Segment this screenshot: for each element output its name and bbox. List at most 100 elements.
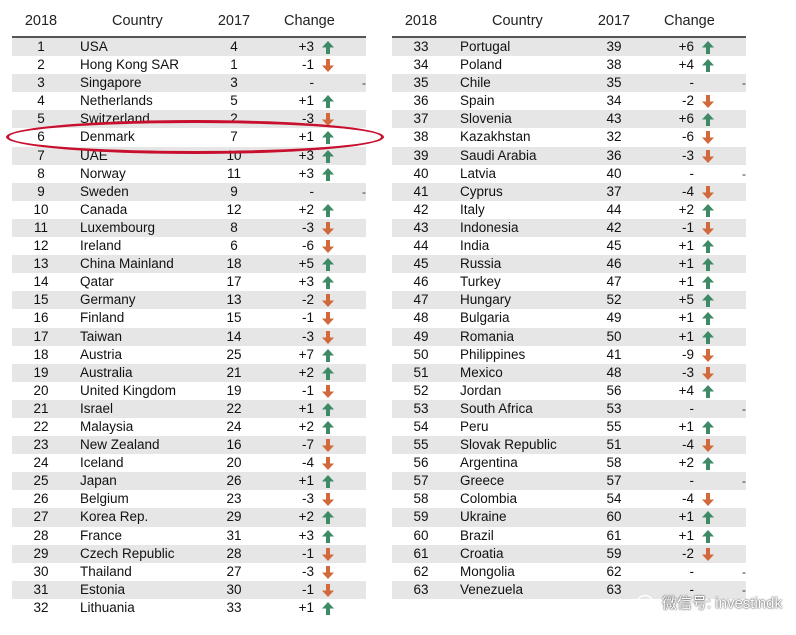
table-row: 52 Jordan 56 +4: [392, 382, 746, 400]
country-name: Slovak Republic: [460, 437, 557, 453]
country-name: Iceland: [80, 455, 124, 471]
dash-icon: -: [362, 76, 366, 91]
rank-2017: 59: [606, 545, 622, 561]
table-row: 53 South Africa 53 - -: [392, 399, 746, 418]
rank-2017: 8: [230, 219, 238, 235]
table-row: 15 Germany 13 -2: [12, 291, 366, 310]
rank-change: +2: [678, 201, 694, 217]
rank-2017: 52: [606, 292, 622, 308]
rank-2018: 28: [33, 527, 49, 543]
rank-2017: 55: [606, 418, 622, 434]
rank-change: -1: [301, 545, 314, 561]
table-row: 13 China Mainland 18 +5: [12, 255, 366, 274]
dash-icon: -: [742, 166, 746, 181]
rank-change: +2: [298, 418, 314, 434]
country-name: Turkey: [460, 274, 501, 290]
rank-change: +3: [298, 147, 314, 163]
arrow-down-icon: [320, 239, 338, 254]
wechat-icon: [637, 594, 657, 611]
country-name: Mexico: [460, 364, 503, 380]
rank-2017: 28: [226, 545, 242, 561]
rank-change: -2: [681, 93, 694, 109]
rank-2018: 58: [413, 491, 429, 507]
rank-2017: 33: [226, 599, 242, 615]
header-change: Change: [284, 13, 335, 29]
rank-2018: 7: [37, 147, 45, 163]
table-row: 8 Norway 11 +3: [12, 165, 366, 183]
rank-2018: 35: [413, 75, 429, 91]
arrow-up-icon: [320, 149, 338, 164]
rank-2017: 46: [606, 256, 622, 272]
rank-2018: 49: [413, 328, 429, 344]
rank-change: -1: [681, 219, 694, 235]
ranking-table-right: 2018 Country 2017 Change 33 Portugal 39 +6 3…: [392, 10, 746, 599]
rank-2018: 19: [33, 364, 49, 380]
rank-2018: 36: [413, 93, 429, 109]
rank-change: +1: [678, 274, 694, 290]
arrow-down-icon: [700, 547, 718, 562]
rank-2017: 24: [226, 418, 242, 434]
country-name: Thailand: [80, 563, 132, 579]
country-name: Singapore: [80, 75, 142, 91]
arrow-up-icon: [700, 58, 718, 73]
rank-2017: 60: [606, 509, 622, 525]
rank-2017: 50: [606, 328, 622, 344]
rank-2018: 51: [413, 364, 429, 380]
rank-2018: 16: [33, 310, 49, 326]
rank-2018: 37: [413, 111, 429, 127]
rank-2018: 23: [33, 437, 49, 453]
rank-2018: 61: [413, 545, 429, 561]
rank-change: +1: [678, 256, 694, 272]
rank-2018: 55: [413, 437, 429, 453]
rank-2018: 3: [37, 75, 45, 91]
arrow-up-icon: [700, 330, 718, 345]
country-name: Hong Kong SAR: [80, 57, 180, 73]
rank-2017: 62: [606, 563, 622, 579]
country-name: USA: [80, 39, 108, 54]
arrow-up-icon: [700, 112, 718, 127]
arrow-up-icon: [700, 203, 718, 218]
table-row: 61 Croatia 59 -2: [392, 544, 746, 563]
arrow-up-icon: [320, 366, 338, 381]
country-name: Finland: [80, 310, 125, 326]
table-row: 24 Iceland 20 -4: [12, 454, 366, 472]
rank-2018: 53: [413, 400, 429, 416]
rank-2017: 11: [226, 165, 241, 181]
arrow-down-icon: [700, 438, 718, 453]
rank-2017: 17: [226, 274, 242, 290]
table-row: 41 Cyprus 37 -4: [392, 182, 746, 201]
table-row: 56 Argentina 58 +2: [392, 454, 746, 472]
arrow-down-icon: [320, 583, 338, 598]
rank-2017: 15: [226, 310, 242, 326]
rank-change: -: [309, 183, 315, 199]
rank-change: +2: [678, 455, 694, 471]
arrow-down-icon: [320, 438, 338, 453]
table-row: 57 Greece 57 - -: [392, 472, 746, 491]
rank-2018: 1: [37, 39, 45, 54]
country-name: Russia: [460, 256, 502, 272]
rank-change: +3: [298, 165, 314, 181]
arrow-up-icon: [700, 40, 718, 55]
rank-2017: 38: [606, 57, 622, 73]
country-name: Poland: [460, 57, 503, 73]
rank-change: +1: [678, 418, 694, 434]
rank-change: +5: [678, 292, 694, 308]
arrow-up-icon: [700, 529, 718, 544]
arrow-up-icon: [320, 529, 338, 544]
rank-2018: 25: [33, 473, 49, 489]
rank-change: +1: [678, 328, 694, 344]
arrow-down-icon: [700, 185, 718, 200]
country-name: Portugal: [460, 39, 511, 54]
country-name: Mongolia: [460, 563, 515, 579]
watermark-text: 微信号: investindk: [661, 595, 782, 612]
rank-2018: 38: [413, 129, 429, 145]
table-row: 30 Thailand 27 -3: [12, 563, 366, 581]
country-name: Norway: [80, 165, 126, 181]
country-name: Hungary: [460, 292, 512, 308]
rank-2017: 35: [606, 75, 622, 91]
rank-2018: 8: [37, 165, 45, 181]
rank-change: +3: [298, 39, 314, 54]
table-row: 55 Slovak Republic 51 -4: [392, 436, 746, 455]
rank-2018: 32: [33, 599, 49, 615]
rank-2017: 22: [226, 400, 242, 416]
